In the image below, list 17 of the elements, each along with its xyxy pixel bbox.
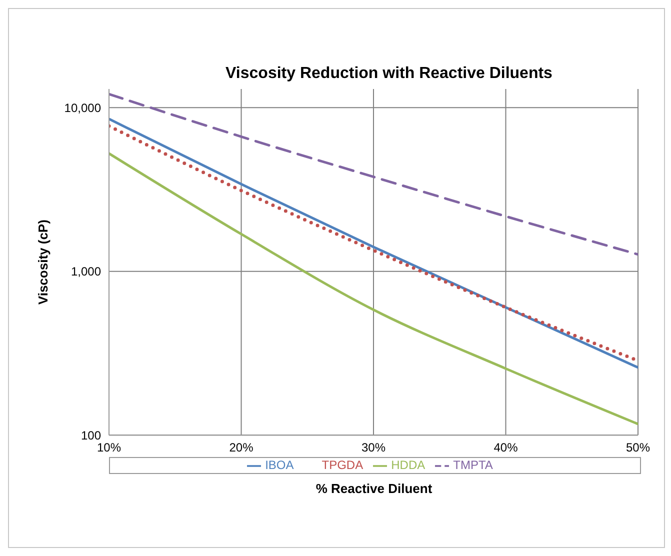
chart-title: Viscosity Reduction with Reactive Diluents [224, 65, 554, 83]
x-tick-label: 30% [361, 440, 386, 455]
y-tick-label: 1,000 [70, 264, 102, 279]
x-tick-label: 40% [494, 440, 518, 455]
line-series [109, 92, 638, 256]
legend-label: HDDA [391, 458, 426, 472]
y-tick-label: 100 [80, 428, 102, 442]
line-series [109, 152, 638, 426]
x-axis-title: % Reactive Diluent [314, 481, 434, 496]
legend-label: IBOA [265, 458, 294, 472]
x-tick-label: 50% [626, 440, 650, 455]
text: TPGDA [322, 458, 364, 472]
x-tick-label: 10% [96, 440, 122, 455]
legend-label: TMPTA [453, 458, 493, 472]
y-axis-title: Viscosity (cP) [36, 220, 51, 305]
y-tick-label: 10,000 [64, 100, 102, 115]
x-tick-label: 20% [229, 440, 254, 455]
